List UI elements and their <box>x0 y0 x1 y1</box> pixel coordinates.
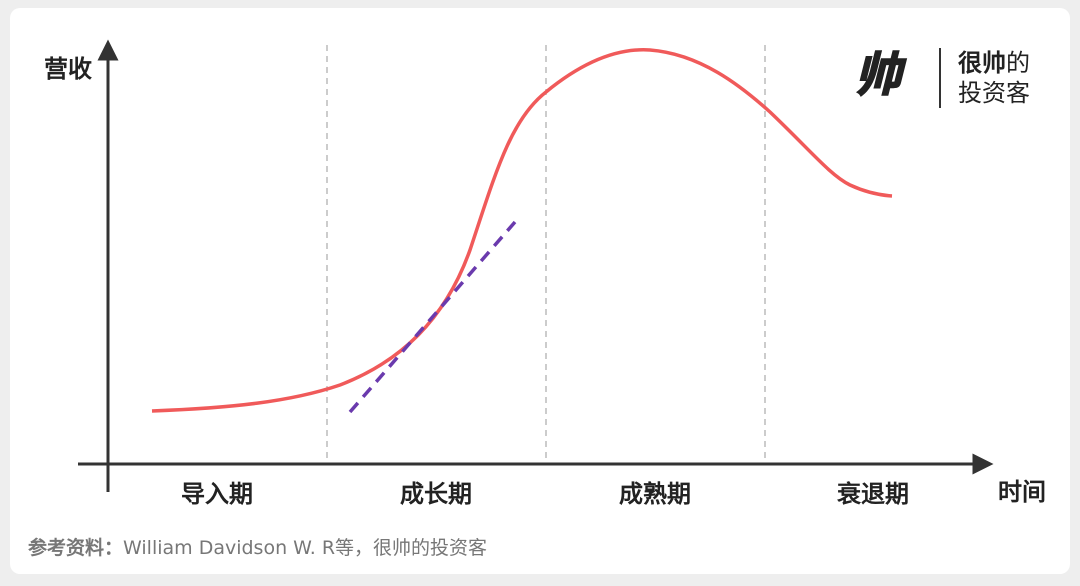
card <box>10 8 1070 574</box>
logo-mark: 帅 <box>855 48 906 102</box>
stage-label: 成熟期 <box>619 480 691 508</box>
stage-label: 导入期 <box>181 480 253 508</box>
stage-label: 衰退期 <box>836 480 909 508</box>
stage-dividers <box>326 45 766 464</box>
source: 参考资料：William Davidson W. R等，很帅的投资客 <box>28 536 487 559</box>
logo-regular: 的 <box>1006 49 1030 77</box>
source-label: 参考资料： <box>28 536 123 559</box>
logo-line1: 很帅的 <box>958 49 1030 77</box>
x-axis-label: 时间 <box>998 478 1046 506</box>
logo-bold: 很帅 <box>958 49 1006 77</box>
logo-line2: 投资客 <box>958 79 1030 107</box>
tangent-line <box>348 220 517 414</box>
source-text: William Davidson W. R等，很帅的投资客 <box>123 537 487 559</box>
stage-label: 成长期 <box>400 480 472 508</box>
y-axis-label: 营收 <box>44 55 92 83</box>
logo: 帅 很帅的 投资客 <box>854 47 1030 108</box>
lifecycle-curve <box>151 48 893 413</box>
